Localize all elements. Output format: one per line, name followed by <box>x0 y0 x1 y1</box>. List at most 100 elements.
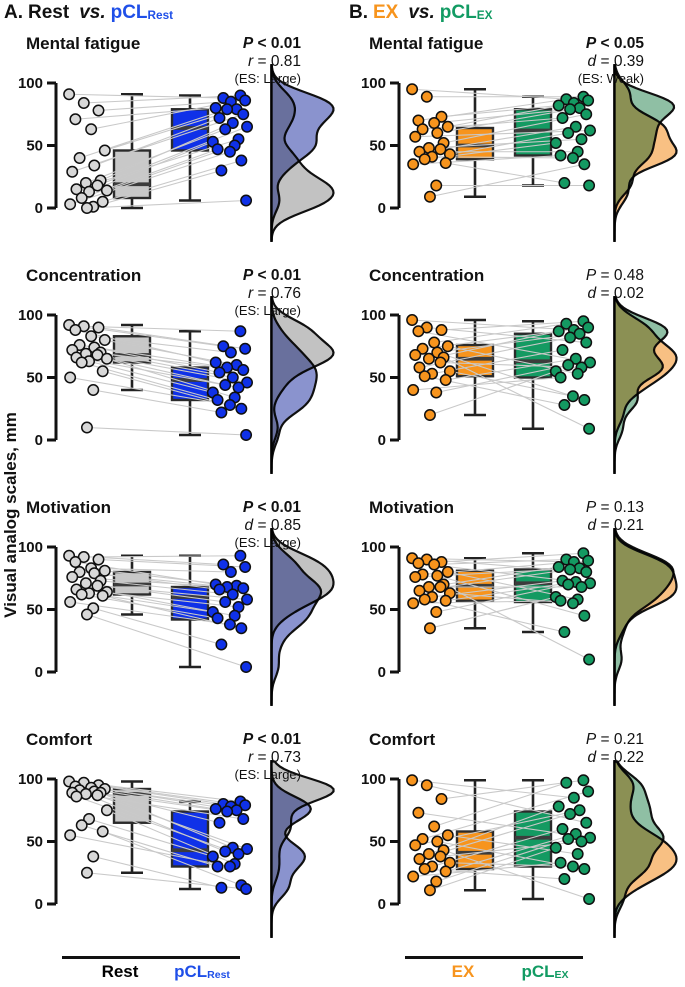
density-curve-pCL_Rest <box>270 528 323 706</box>
header-b-prefix: B. <box>349 2 368 23</box>
pair-line <box>434 558 567 566</box>
data-point <box>209 803 222 815</box>
pair-line <box>413 862 561 878</box>
pair-line <box>88 360 213 394</box>
header-a-prefix: A. <box>4 2 23 23</box>
data-point <box>424 884 436 897</box>
data-point <box>88 567 101 580</box>
stats-line: P = 0.21 <box>586 731 644 748</box>
panel-a4-comfort: 0 50 100 Comfort P < 0.01r = 0.73(ES: Large) <box>18 730 335 938</box>
data-point <box>406 774 419 787</box>
data-point <box>556 344 569 356</box>
data-point <box>240 661 253 673</box>
data-point <box>96 195 109 208</box>
data-point <box>575 835 588 848</box>
panel-b1-mental-fatigue: 0 50 100 Mental fatigue P < 0.05d = 0.39(ES:… <box>361 34 678 242</box>
data-point <box>412 325 425 338</box>
data-point <box>441 829 454 842</box>
data-point <box>582 94 595 107</box>
pair-line <box>443 849 590 900</box>
data-point <box>81 421 93 434</box>
data-point <box>73 152 86 164</box>
header-b: B. EX vs. pCLEX <box>349 2 492 24</box>
data-point <box>213 583 226 596</box>
data-point <box>583 422 596 435</box>
stats-line: P < 0.01 <box>243 499 302 516</box>
pair-line <box>85 793 226 853</box>
axis-tick-label: 100 <box>361 307 386 324</box>
axis-tick-label: 100 <box>18 75 43 92</box>
data-point <box>413 361 426 374</box>
pair-line <box>434 323 567 344</box>
data-point <box>407 158 420 171</box>
axis-tick-label: 0 <box>378 432 386 449</box>
data-point <box>79 577 92 590</box>
data-point <box>575 133 588 146</box>
data-point <box>100 804 113 817</box>
data-point <box>430 606 443 618</box>
data-point <box>418 370 431 383</box>
data-point <box>560 776 573 789</box>
data-point <box>434 581 447 593</box>
pair-line <box>88 141 214 193</box>
data-point <box>226 588 239 601</box>
data-point <box>578 158 591 171</box>
data-point <box>554 149 567 162</box>
density-curve-pCL_EX <box>613 64 676 242</box>
data-point <box>431 569 444 582</box>
footer-a-line <box>62 956 240 959</box>
panel-title: Comfort <box>369 730 435 749</box>
header-a-left: Rest <box>28 2 70 23</box>
data-point <box>412 806 425 819</box>
data-point <box>428 336 441 349</box>
data-point <box>66 571 79 583</box>
data-point <box>582 785 595 798</box>
pair-line <box>94 790 220 824</box>
data-point <box>420 779 433 792</box>
data-point <box>428 558 441 571</box>
data-point <box>554 856 567 869</box>
data-point <box>407 597 420 610</box>
pair-line <box>441 320 584 331</box>
data-point <box>241 593 254 606</box>
pair-line <box>83 94 241 104</box>
pair-line <box>97 126 248 187</box>
axis-tick-label: 50 <box>26 834 43 851</box>
data-point <box>562 833 575 845</box>
effect-size-label: (ES: Weak) <box>578 71 644 86</box>
panel-title: Concentration <box>26 266 141 285</box>
footer-b: EX pCLEX <box>343 954 685 987</box>
axis-tick-label: 100 <box>361 771 386 788</box>
data-point <box>215 164 228 177</box>
pair-line <box>412 319 574 331</box>
data-point <box>213 366 226 379</box>
panel-a2-concentration: 0 50 100 Concentration P < 0.01r = 0.76(ES: … <box>18 266 335 474</box>
data-point <box>237 108 250 121</box>
footer-a: Rest pCLRest <box>0 954 342 987</box>
data-point <box>567 791 580 804</box>
pair-line <box>91 335 231 354</box>
data-point <box>441 120 454 133</box>
data-point <box>441 566 454 578</box>
data-point <box>92 553 105 566</box>
data-point <box>235 622 248 635</box>
pair-line <box>437 351 585 401</box>
axis-tick-label: 100 <box>361 75 386 92</box>
data-point <box>75 192 88 204</box>
panel-title: Mental fatigue <box>26 34 140 53</box>
pair-line <box>429 847 557 891</box>
data-point <box>237 582 250 595</box>
data-point <box>418 863 431 875</box>
data-point <box>219 379 232 391</box>
data-point <box>441 340 454 353</box>
pair-line <box>428 805 559 855</box>
data-point <box>430 875 443 888</box>
footer-b-pcl-label: pCLEX <box>521 962 569 982</box>
header-b-right: pCLEX <box>439 2 493 23</box>
data-point <box>424 409 436 421</box>
pair-line <box>429 163 585 198</box>
data-point <box>215 881 228 894</box>
data-point <box>213 112 226 124</box>
data-point <box>430 179 443 192</box>
data-point <box>217 558 230 571</box>
